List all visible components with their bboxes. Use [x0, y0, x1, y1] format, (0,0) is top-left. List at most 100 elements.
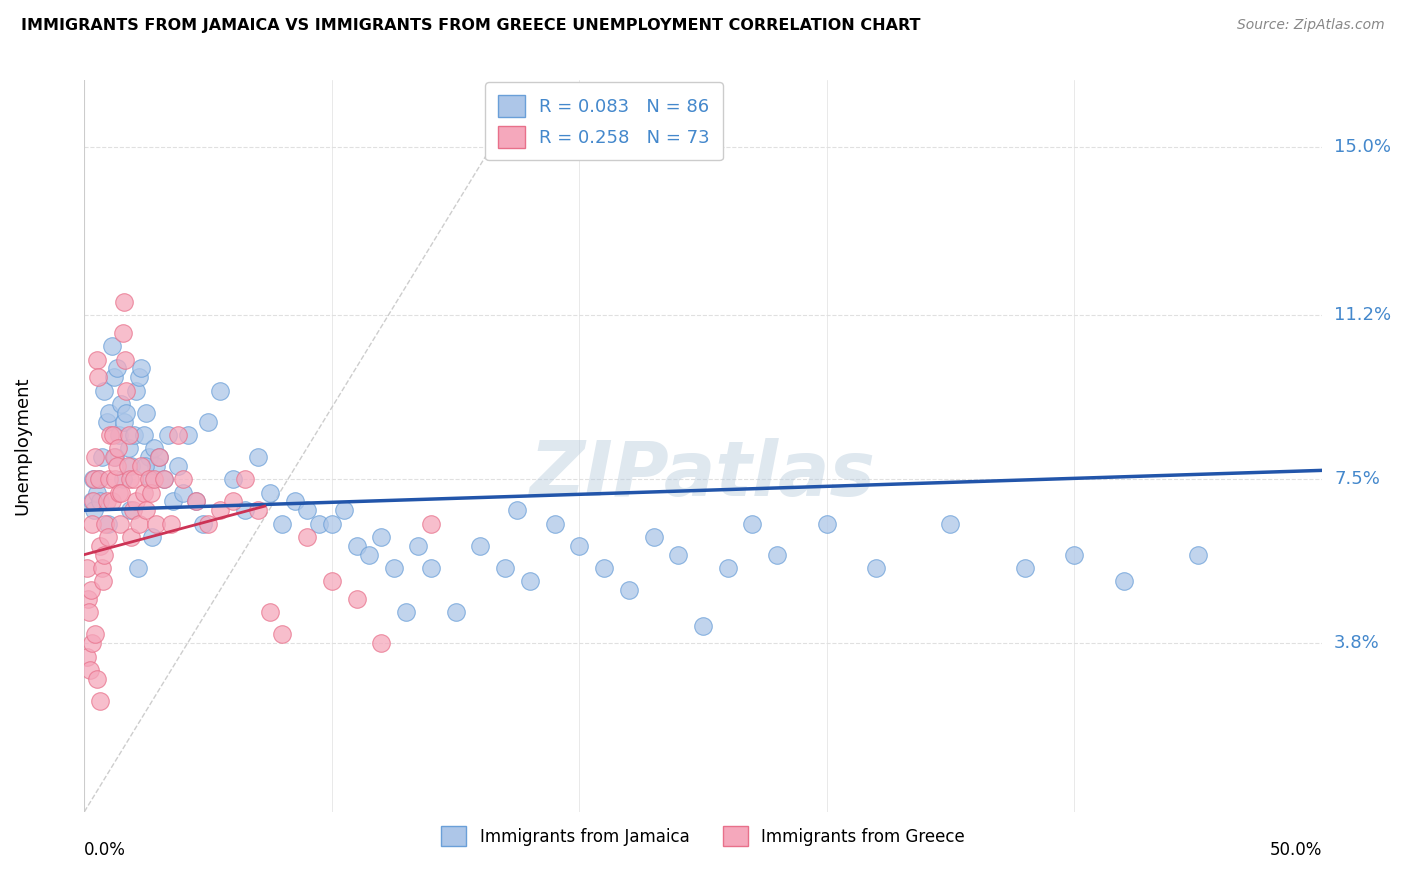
- Point: [370, 636, 392, 650]
- Point: [97, 530, 120, 544]
- Point: [741, 516, 763, 531]
- Point: [83, 627, 105, 641]
- Point: [692, 618, 714, 632]
- Point: [141, 530, 163, 544]
- Point: [105, 458, 128, 473]
- Point: [382, 561, 405, 575]
- Point: [110, 516, 132, 531]
- Point: [103, 450, 125, 464]
- Point: [120, 530, 142, 544]
- Point: [100, 494, 122, 508]
- Point: [271, 627, 294, 641]
- Point: [110, 397, 132, 411]
- Point: [284, 494, 307, 508]
- Point: [96, 415, 118, 429]
- Point: [346, 591, 368, 606]
- Point: [259, 605, 281, 619]
- Point: [98, 472, 121, 486]
- Text: IMMIGRANTS FROM JAMAICA VS IMMIGRANTS FROM GREECE UNEMPLOYMENT CORRELATION CHART: IMMIGRANTS FROM JAMAICA VS IMMIGRANTS FR…: [21, 18, 921, 33]
- Point: [408, 539, 430, 553]
- Point: [98, 428, 121, 442]
- Point: [197, 415, 219, 429]
- Point: [346, 539, 368, 553]
- Point: [138, 450, 160, 464]
- Point: [142, 472, 165, 486]
- Point: [148, 450, 170, 464]
- Point: [118, 441, 141, 455]
- Point: [617, 583, 640, 598]
- Point: [939, 516, 962, 531]
- Point: [105, 361, 128, 376]
- Point: [79, 605, 101, 619]
- Point: [666, 548, 689, 562]
- Point: [91, 574, 114, 589]
- Point: [94, 516, 117, 531]
- Point: [506, 503, 529, 517]
- Point: [118, 428, 141, 442]
- Point: [148, 450, 170, 464]
- Point: [111, 472, 134, 486]
- Point: [395, 605, 418, 619]
- Point: [494, 561, 516, 575]
- Point: [177, 428, 200, 442]
- Point: [110, 485, 132, 500]
- Point: [246, 503, 269, 517]
- Point: [519, 574, 541, 589]
- Point: [84, 450, 107, 464]
- Point: [152, 472, 174, 486]
- Point: [129, 458, 152, 473]
- Point: [259, 485, 281, 500]
- Point: [108, 428, 131, 442]
- Point: [209, 503, 232, 517]
- Point: [80, 494, 103, 508]
- Point: [246, 450, 269, 464]
- Point: [90, 450, 112, 464]
- Point: [138, 472, 160, 486]
- Point: [865, 561, 887, 575]
- Point: [222, 494, 245, 508]
- Point: [593, 561, 616, 575]
- Point: [77, 591, 100, 606]
- Point: [1014, 561, 1036, 575]
- Point: [128, 516, 150, 531]
- Text: Source: ZipAtlas.com: Source: ZipAtlas.com: [1237, 18, 1385, 32]
- Point: [100, 339, 122, 353]
- Point: [197, 516, 219, 531]
- Point: [120, 458, 142, 473]
- Point: [295, 530, 318, 544]
- Point: [89, 494, 111, 508]
- Text: 15.0%: 15.0%: [1334, 137, 1391, 156]
- Point: [82, 636, 104, 650]
- Point: [122, 472, 145, 486]
- Point: [643, 530, 665, 544]
- Point: [93, 548, 115, 562]
- Point: [145, 458, 167, 473]
- Point: [1063, 548, 1085, 562]
- Point: [76, 649, 98, 664]
- Point: [129, 361, 152, 376]
- Point: [107, 441, 129, 455]
- Point: [209, 384, 232, 398]
- Point: [128, 370, 150, 384]
- Point: [191, 516, 214, 531]
- Point: [97, 516, 120, 531]
- Point: [419, 516, 441, 531]
- Point: [167, 428, 190, 442]
- Point: [89, 694, 111, 708]
- Point: [87, 370, 110, 384]
- Text: 0.0%: 0.0%: [84, 841, 127, 859]
- Point: [233, 503, 256, 517]
- Legend: Immigrants from Jamaica, Immigrants from Greece: Immigrants from Jamaica, Immigrants from…: [433, 818, 973, 855]
- Point: [108, 485, 131, 500]
- Point: [370, 530, 392, 544]
- Point: [167, 458, 190, 473]
- Point: [766, 548, 789, 562]
- Point: [145, 516, 167, 531]
- Point: [112, 294, 135, 309]
- Text: 3.8%: 3.8%: [1334, 634, 1379, 652]
- Point: [419, 561, 441, 575]
- Point: [101, 428, 124, 442]
- Point: [122, 428, 145, 442]
- Point: [271, 516, 294, 531]
- Point: [79, 663, 101, 677]
